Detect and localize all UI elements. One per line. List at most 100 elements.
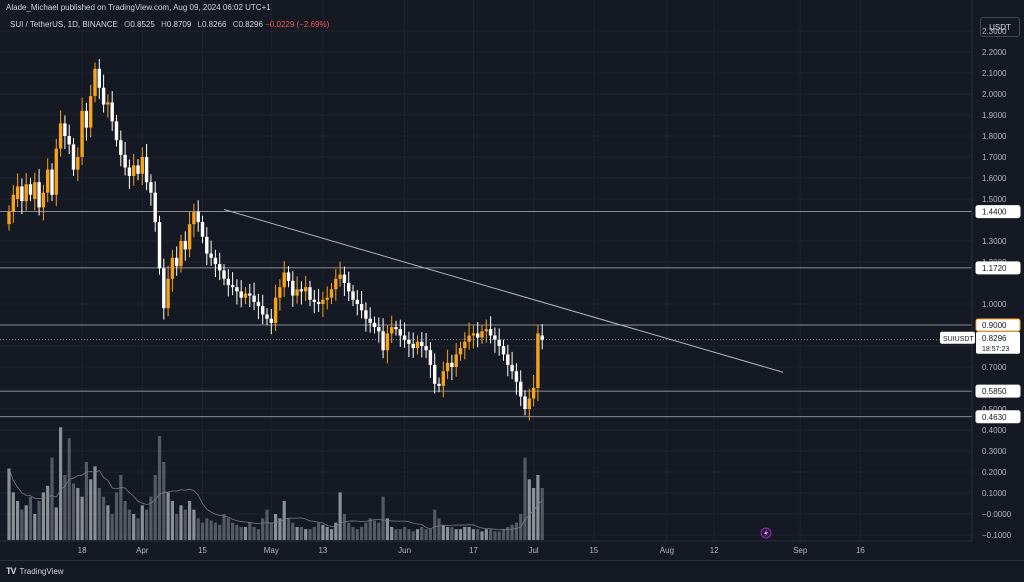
time-tick-label: 12 (710, 546, 719, 555)
price-tick-label: 1.5000 (982, 195, 1007, 204)
volume-bar (192, 509, 196, 540)
symbol-tag (940, 331, 975, 344)
candle-body (265, 314, 269, 319)
volume-bar (89, 479, 93, 540)
time-axis[interactable]: 18 Apr 15 May 13 Jun 17 Jul 15 Aug 12 Sep 16 (78, 546, 866, 555)
candle-body (325, 297, 329, 300)
candle-body (54, 148, 58, 195)
volume-bar (123, 501, 127, 540)
volume-bar (205, 518, 209, 540)
candle-body (458, 348, 463, 355)
candle-body (235, 287, 239, 292)
volume-bar (325, 527, 329, 540)
candle-body (394, 327, 398, 330)
volume-bar (480, 531, 484, 540)
level-tag (975, 318, 1021, 332)
time-tick-label: Apr (136, 546, 149, 555)
price-axis-background (972, 0, 1024, 560)
candle-body (372, 322, 377, 328)
price-chart[interactable]: 2.3000 2.2000 2.1000 2.0000 1.9000 1.8000 1.70… (0, 0, 1024, 560)
volume-bar (385, 518, 389, 540)
symbol-line[interactable]: SUI / TetherUS, 1D, BINANCE (10, 20, 118, 29)
price-tick-label: 2.2000 (982, 48, 1007, 57)
symbol-tag-label: SUIUSDT (943, 336, 974, 343)
volume-bar (329, 529, 334, 540)
price-tick-label: 2.3000 (982, 27, 1007, 36)
candle-body (273, 297, 278, 323)
candle-body (97, 68, 101, 88)
level-tag-label: 1.1720 (982, 264, 1007, 273)
candle-body (7, 211, 11, 225)
volume-bar (261, 518, 265, 540)
volume-bar (209, 520, 213, 540)
volume-bar (248, 522, 252, 540)
volume-bar (252, 527, 256, 540)
volume-bar (299, 527, 303, 540)
open-value: 0.8525 (130, 20, 155, 29)
candle-body (157, 222, 162, 269)
volume-bar (304, 529, 308, 540)
candle-body (415, 341, 420, 349)
time-tick-label: 16 (856, 546, 865, 555)
price-tick-label: 1.8000 (982, 132, 1007, 141)
alert-lightning-icon[interactable] (760, 527, 772, 539)
volume-bar (467, 527, 471, 540)
candle-body (338, 274, 342, 279)
candle-body (299, 289, 304, 292)
candle-body (269, 318, 273, 323)
candle-body (248, 293, 252, 296)
volume-bar (536, 475, 540, 540)
candle-body (213, 257, 218, 265)
level-tag (975, 410, 1021, 424)
candlesticks (7, 59, 544, 421)
time-tick-label: 13 (318, 546, 327, 555)
candle-body (15, 186, 20, 199)
volume-bar (183, 509, 187, 540)
candle-body (424, 346, 428, 351)
volume-bar (501, 529, 506, 540)
volume-bar (7, 468, 11, 540)
candle-body (308, 287, 312, 300)
candle-body (76, 157, 80, 170)
price-tick-label: 1.6000 (982, 174, 1007, 183)
candle-body (50, 169, 54, 195)
candle-body (218, 264, 222, 271)
volume-bar (403, 527, 407, 540)
price-tick-label: 1.3000 (982, 237, 1007, 246)
price-tick-label: 2.1000 (982, 69, 1007, 78)
volume-bar (415, 529, 420, 540)
volume-bar (175, 514, 179, 540)
candle-body (304, 287, 308, 292)
volume-bar (243, 527, 248, 540)
candle-body (433, 364, 437, 384)
volume-bar (420, 527, 424, 540)
candle-body (295, 289, 299, 296)
low-value: 0.8266 (202, 20, 227, 29)
volume-bar (222, 514, 226, 540)
volume-bar (428, 529, 432, 540)
volume-bar (390, 527, 394, 540)
candle-body (205, 236, 209, 254)
volume-bar (16, 501, 20, 540)
candle-body (71, 144, 76, 170)
volume-bar (450, 527, 454, 540)
currency-button[interactable]: USDT (980, 17, 1020, 37)
volume-bar (321, 524, 325, 540)
tradingview-brand[interactable]: TV TradingView (6, 566, 64, 576)
volume-bar (166, 492, 170, 540)
time-tick-label: Sep (793, 546, 808, 555)
candle-body (484, 329, 488, 332)
volume-bar (484, 529, 488, 540)
volume-ma-line (8, 468, 543, 530)
candle-body (351, 291, 355, 300)
publisher-line: Alade_Michael published on TradingView.c… (6, 3, 271, 12)
level-tag-label: 0.5850 (982, 387, 1007, 396)
volume-bar (527, 479, 531, 540)
level-tag (975, 261, 1021, 275)
candle-body (166, 278, 170, 309)
volume-bar (446, 527, 450, 540)
level-tag-label: 1.4400 (982, 208, 1007, 217)
volume-bar (377, 522, 381, 540)
candle-body (110, 102, 114, 122)
candle-body (488, 329, 493, 336)
